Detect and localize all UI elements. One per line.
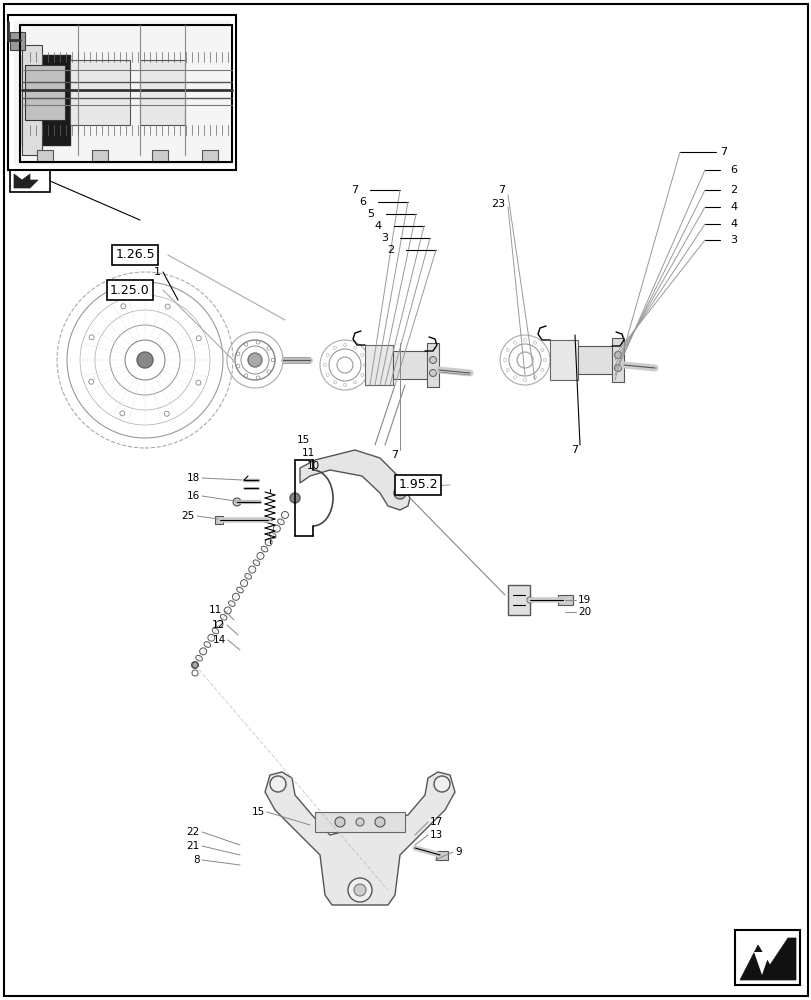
Text: 8: 8 (193, 855, 200, 865)
Text: 20: 20 (577, 607, 590, 617)
Bar (315, 812, 405, 832)
Bar (70, 60, 130, 125)
Text: 9: 9 (454, 847, 461, 857)
Polygon shape (299, 450, 410, 510)
Text: 14: 14 (212, 635, 225, 645)
Circle shape (270, 776, 285, 792)
Bar (202, 150, 217, 162)
Text: 22: 22 (187, 827, 200, 837)
Text: 7: 7 (719, 147, 726, 157)
Circle shape (397, 490, 402, 496)
Text: 7: 7 (497, 185, 504, 195)
Bar (549, 340, 577, 380)
Bar (508, 585, 530, 615)
Text: 7: 7 (350, 185, 358, 195)
Bar (734, 930, 799, 985)
Circle shape (355, 818, 363, 826)
Polygon shape (739, 938, 795, 980)
Bar (10, 32, 25, 50)
Bar (577, 346, 616, 374)
Bar (92, 150, 108, 162)
Text: 13: 13 (430, 830, 443, 840)
Text: 1.26.5: 1.26.5 (115, 248, 155, 261)
Text: 1: 1 (153, 267, 161, 277)
Circle shape (429, 357, 436, 363)
Text: 12: 12 (212, 620, 225, 630)
Text: 7: 7 (391, 450, 398, 460)
Text: 11: 11 (208, 605, 221, 615)
Circle shape (335, 817, 345, 827)
Bar (611, 338, 623, 382)
Bar (139, 60, 185, 125)
Circle shape (375, 817, 384, 827)
Bar (393, 351, 431, 379)
Text: 4: 4 (729, 202, 736, 212)
Text: 6: 6 (729, 165, 736, 175)
Bar (427, 343, 439, 387)
Bar (37, 150, 53, 162)
Bar (25, 65, 65, 120)
Bar (22, 45, 42, 155)
Text: 7: 7 (571, 445, 578, 455)
Bar (22, 55, 70, 145)
Circle shape (233, 498, 241, 506)
Text: 5: 5 (367, 209, 374, 219)
Circle shape (290, 493, 299, 503)
Circle shape (191, 662, 198, 668)
Text: 25: 25 (182, 511, 195, 521)
Text: 4: 4 (375, 221, 381, 231)
Text: 18: 18 (187, 473, 200, 483)
Text: 3: 3 (380, 233, 388, 243)
Polygon shape (14, 174, 38, 188)
Bar (8, 15, 236, 170)
Bar (436, 851, 448, 860)
Text: 2: 2 (729, 185, 736, 195)
Bar (215, 516, 223, 524)
Circle shape (614, 364, 620, 371)
Circle shape (429, 369, 436, 376)
Text: 21: 21 (187, 841, 200, 851)
Text: 17: 17 (430, 817, 443, 827)
Bar (557, 595, 573, 605)
Circle shape (354, 884, 366, 896)
Text: 15: 15 (251, 807, 264, 817)
Text: 1.25.0: 1.25.0 (110, 284, 150, 296)
Polygon shape (264, 772, 454, 905)
Text: 11: 11 (302, 448, 315, 458)
Polygon shape (14, 20, 230, 165)
Text: 6: 6 (358, 197, 366, 207)
Circle shape (137, 352, 152, 368)
Bar (365, 345, 393, 385)
Polygon shape (753, 952, 769, 975)
Circle shape (614, 352, 620, 359)
Text: 15: 15 (296, 435, 310, 445)
Bar (152, 150, 168, 162)
Text: 2: 2 (386, 245, 393, 255)
Circle shape (393, 487, 406, 499)
Bar (10, 170, 50, 192)
Circle shape (433, 776, 449, 792)
Text: 10: 10 (307, 461, 320, 471)
Text: 4: 4 (729, 219, 736, 229)
Circle shape (247, 353, 262, 367)
Text: 16: 16 (187, 491, 200, 501)
Text: 19: 19 (577, 595, 590, 605)
Circle shape (348, 878, 371, 902)
Text: 23: 23 (491, 199, 504, 209)
Text: 1.95.2: 1.95.2 (397, 479, 437, 491)
Text: 3: 3 (729, 235, 736, 245)
